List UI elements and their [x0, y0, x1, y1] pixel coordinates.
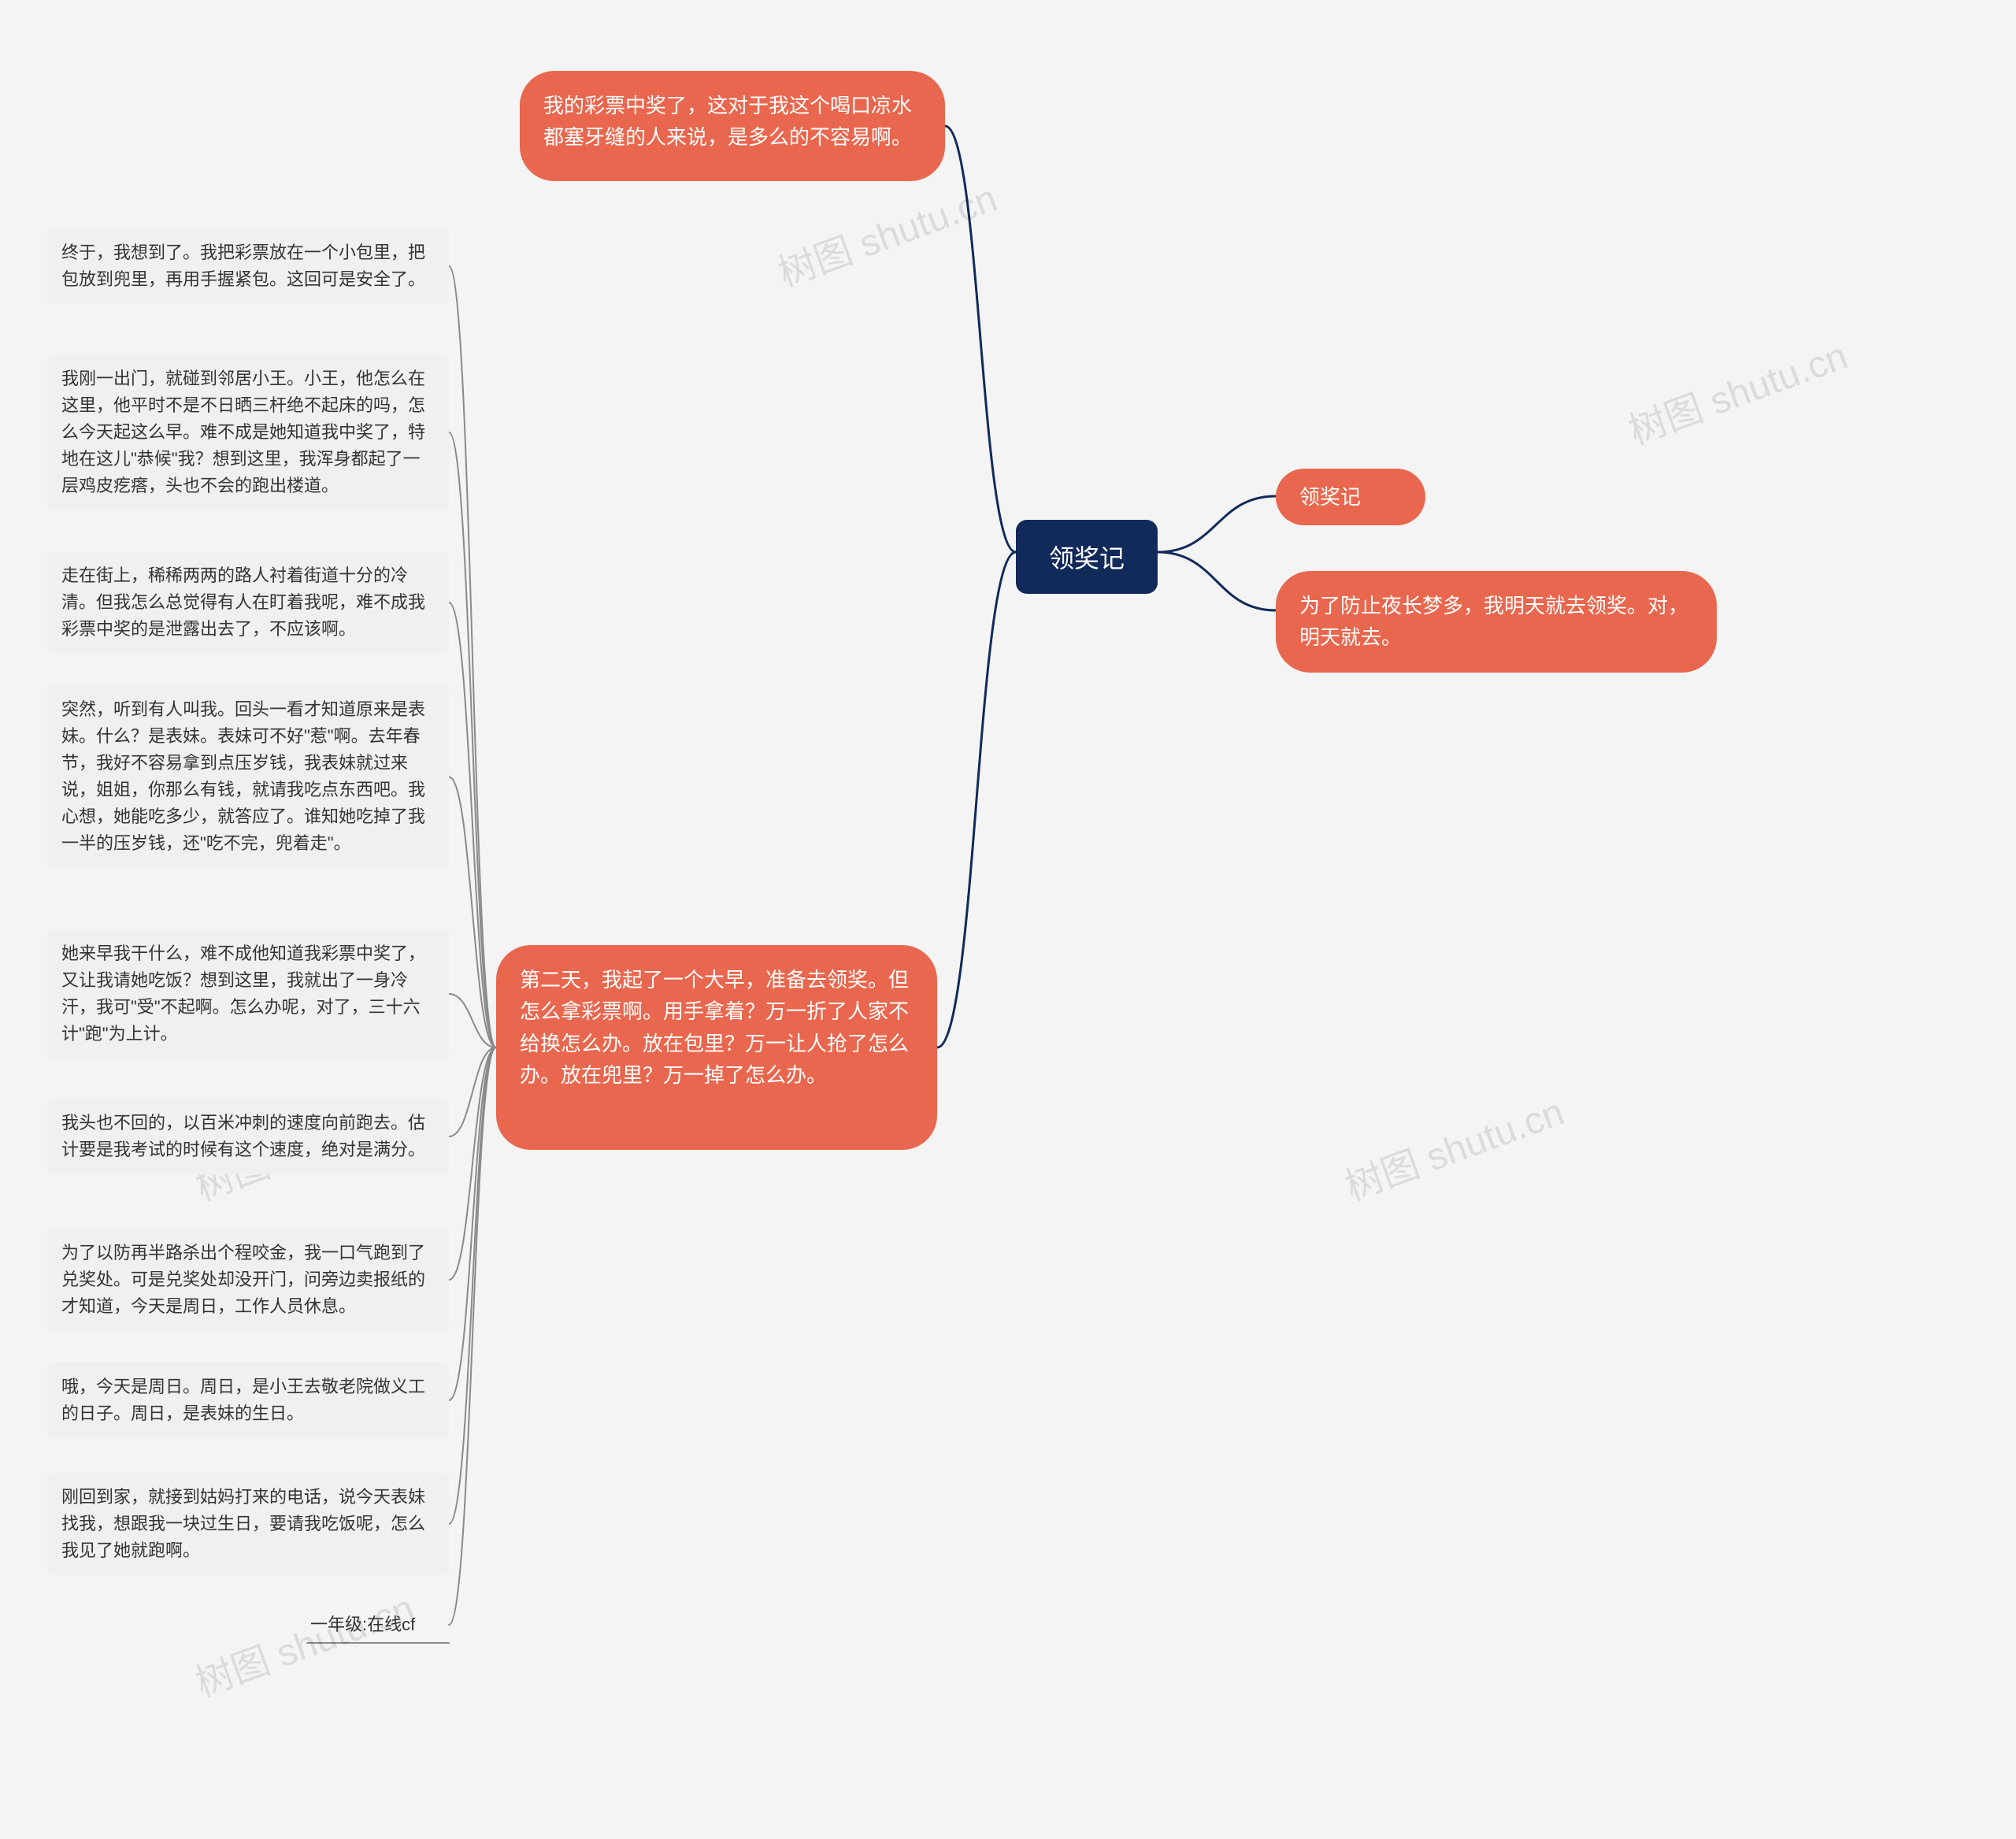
leaf-node: 我刚一出门，就碰到邻居小王。小王，他怎么在这里，他平时不是不日晒三杆绝不起床的吗… — [47, 354, 449, 510]
leaf-tail: 一年级:在线cf — [307, 1607, 449, 1643]
leaf-node: 走在街上，稀稀两两的路人衬着街道十分的冷清。但我怎么总觉得有人在盯着我呢，难不成… — [47, 551, 449, 654]
watermark: 树图 shutu.cn — [1620, 324, 1854, 454]
branch-node: 为了防止夜长梦多，我明天就去领奖。对，明天就去。 — [1276, 571, 1717, 673]
watermark: 树图 shutu.cn — [1336, 1081, 1570, 1211]
branch-node: 第二天，我起了一个大早，准备去领奖。但怎么拿彩票啊。用手拿着？万一折了人家不给换… — [496, 945, 937, 1150]
root-node: 领奖记 — [1016, 520, 1158, 594]
leaf-node: 哦，今天是周日。周日，是小王去敬老院做义工的日子。周日，是表妹的生日。 — [47, 1363, 449, 1438]
leaf-node: 突然，听到有人叫我。回头一看才知道原来是表妹。什么？是表妹。表妹可不好"惹"啊。… — [47, 685, 449, 869]
leaf-node: 终于，我想到了。我把彩票放在一个小包里，把包放到兜里，再用手握紧包。这回可是安全… — [47, 228, 449, 304]
mindmap-canvas: 树图 shutu.cn树图 shutu.cn树图 shutu.cn树图 shut… — [0, 0, 2016, 1839]
watermark: 树图 shutu.cn — [769, 167, 1003, 297]
branch-node: 我的彩票中奖了，这对于我这个喝口凉水都塞牙缝的人来说，是多么的不容易啊。 — [520, 71, 945, 181]
leaf-node: 刚回到家，就接到姑妈打来的电话，说今天表妹找我，想跟我一块过生日，要请我吃饭呢，… — [47, 1473, 449, 1575]
leaf-node: 为了以防再半路杀出个程咬金，我一口气跑到了兑奖处。可是兑奖处却没开门，问旁边卖报… — [47, 1229, 449, 1331]
leaf-node: 我头也不回的，以百米冲刺的速度向前跑去。估计要是我考试的时候有这个速度，绝对是满… — [47, 1099, 449, 1174]
branch-node: 领奖记 — [1276, 469, 1425, 525]
leaf-node: 她来早我干什么，难不成他知道我彩票中奖了，又让我请她吃饭？想到这里，我就出了一身… — [47, 929, 449, 1059]
